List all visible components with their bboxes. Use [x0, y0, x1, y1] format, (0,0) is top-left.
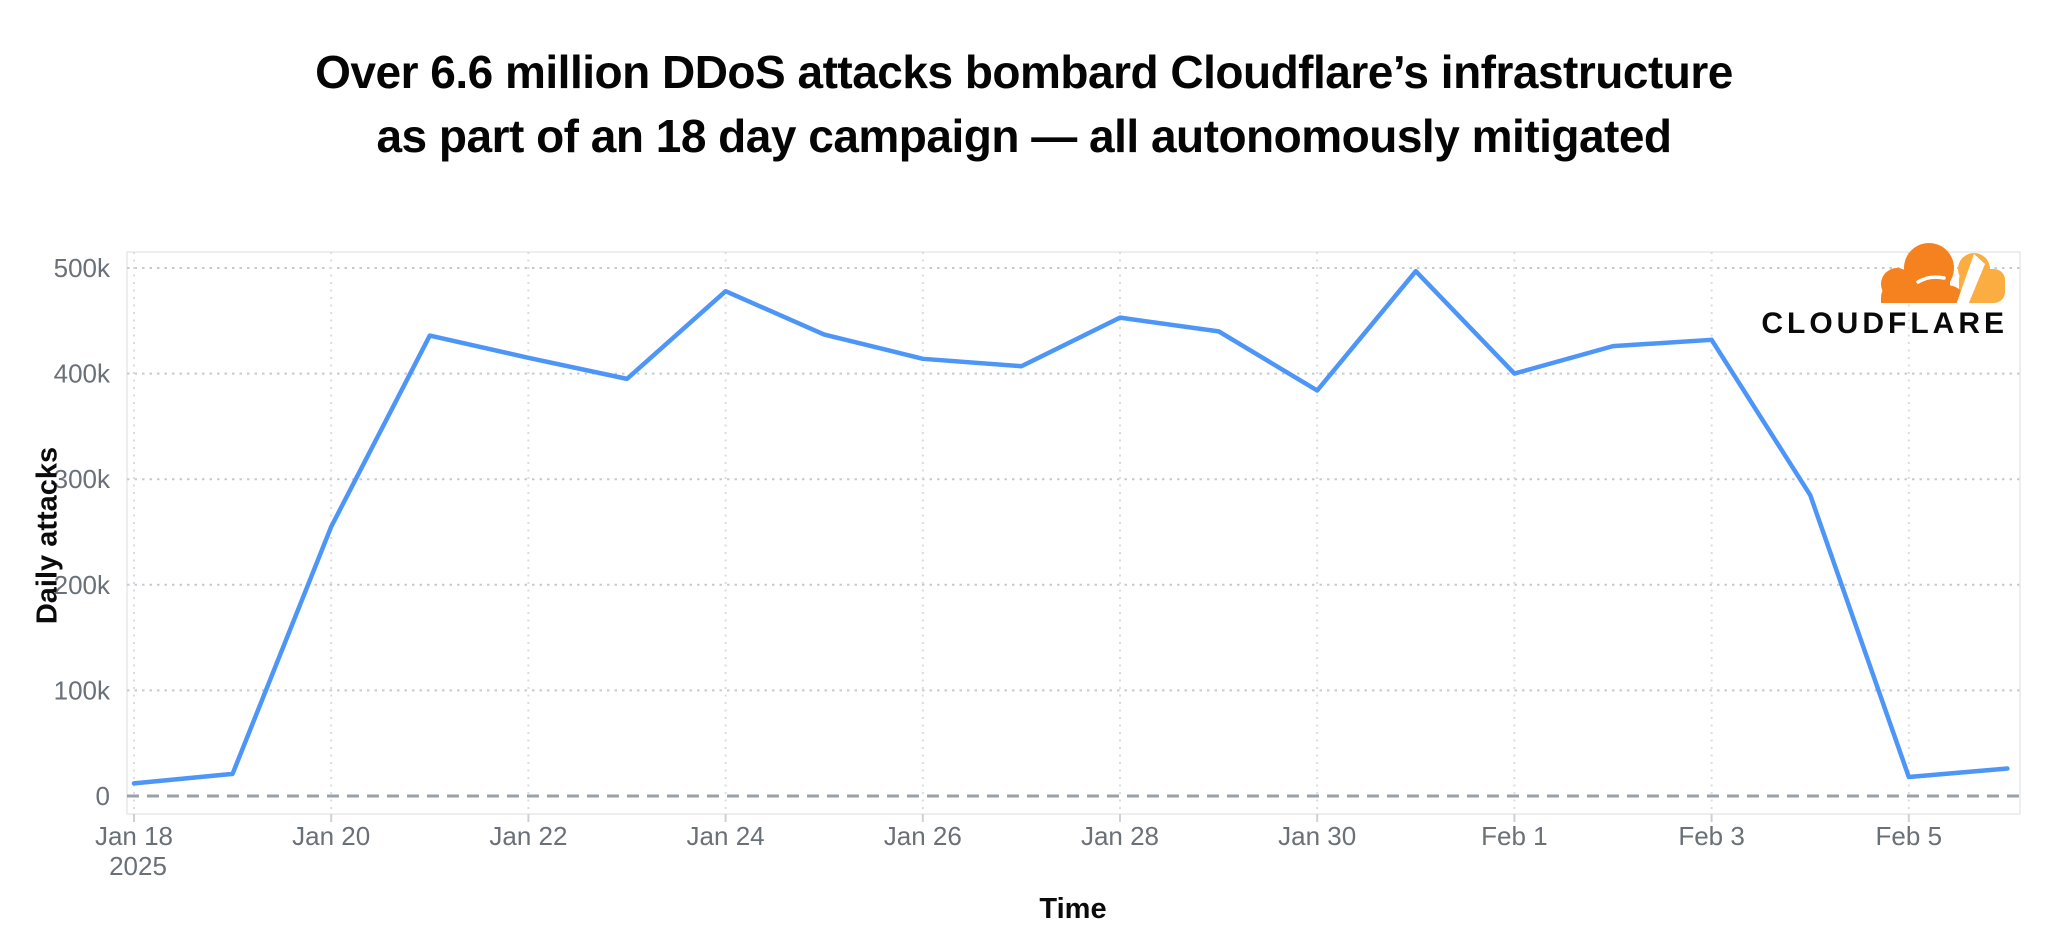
- x-tick-label: Feb 5: [1876, 821, 1943, 851]
- y-tick-label: 500k: [54, 253, 111, 283]
- chart-title-line1: Over 6.6 million DDoS attacks bombard Cl…: [315, 46, 1733, 98]
- x-tick-label: Jan 24: [687, 821, 765, 851]
- y-tick-label: 100k: [54, 675, 111, 705]
- x-tick-year-label: 2025: [109, 851, 167, 881]
- cloud-white-slash: [1956, 254, 1985, 305]
- y-axis-title: Daily attacks: [31, 446, 64, 625]
- x-axis-title: Time: [1039, 893, 1107, 925]
- x-tick-label: Feb 3: [1678, 821, 1745, 851]
- x-tick-label: Jan 18: [95, 821, 173, 851]
- cloudflare-cloud-icon: [1881, 243, 2005, 305]
- y-tick-label: 300k: [54, 464, 111, 494]
- x-tick-label: Feb 1: [1481, 821, 1548, 851]
- x-tick-label: Jan 30: [1278, 821, 1356, 851]
- plot-border: [126, 251, 2021, 815]
- x-tick-label: Jan 20: [292, 821, 370, 851]
- x-tick-label: Jan 26: [884, 821, 962, 851]
- attacks-line: [131, 268, 2010, 786]
- cloudflare-logo: CLOUDFLARE: [1740, 241, 2008, 341]
- y-tick-label: 200k: [54, 570, 111, 600]
- chart-title-line2: as part of an 18 day campaign — all auto…: [376, 110, 1672, 163]
- x-tick-label: Jan 28: [1081, 821, 1159, 851]
- x-tick-label: Jan 22: [489, 821, 567, 851]
- cloudflare-wordmark: CLOUDFLARE: [1761, 307, 2008, 340]
- y-tick-label: 0: [96, 781, 110, 811]
- chart-title: Over 6.6 million DDoS attacks bombard Cl…: [0, 40, 2048, 169]
- cloud-white-detail: [1916, 275, 1946, 284]
- y-tick-label: 400k: [54, 359, 111, 389]
- cloud-main-part: [1881, 243, 1963, 303]
